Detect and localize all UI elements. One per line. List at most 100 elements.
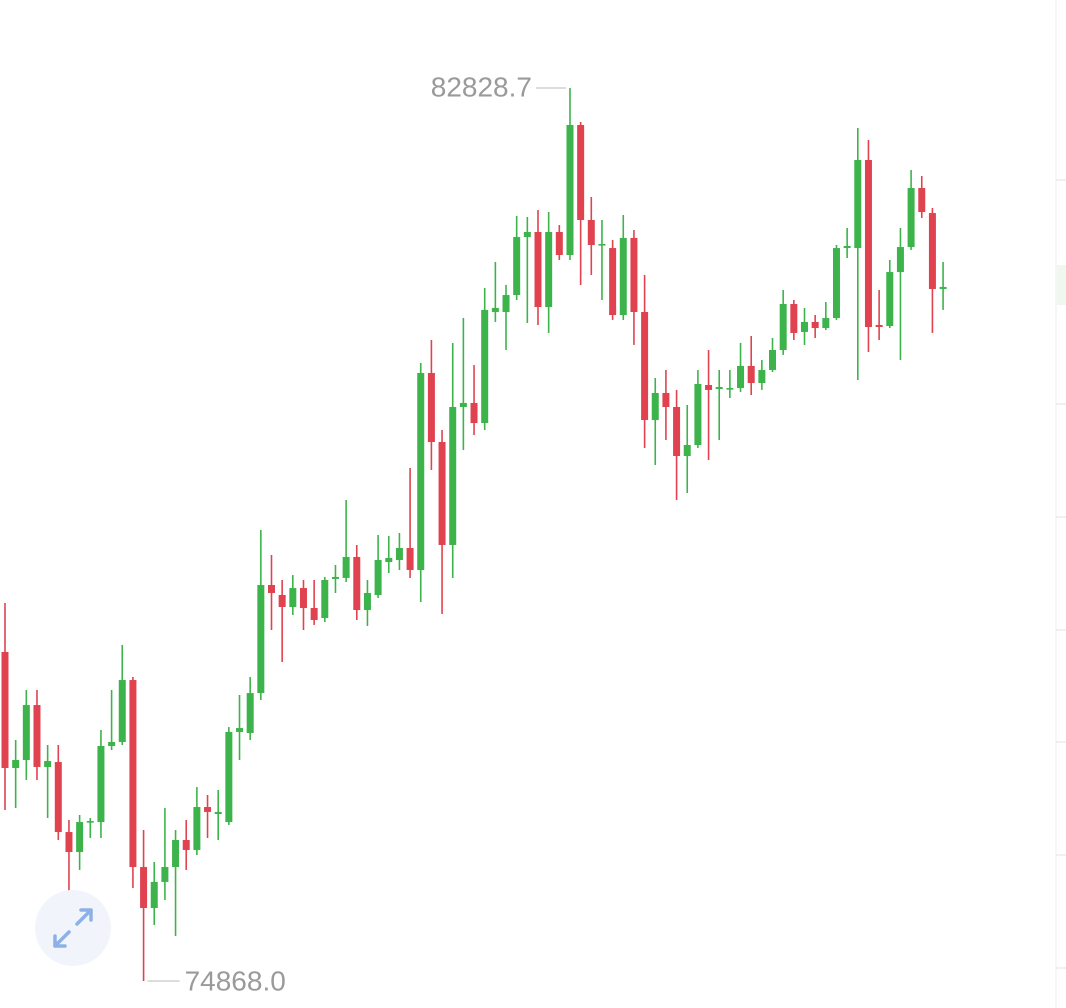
candle-body — [363, 592, 371, 611]
candle-body — [470, 402, 478, 424]
edge-ticks — [1056, 179, 1066, 969]
candle-body — [214, 811, 222, 814]
candle-body — [598, 244, 606, 246]
candle-body — [140, 867, 148, 908]
candle-body — [65, 832, 73, 852]
candle-body — [864, 159, 872, 328]
annotation-label: 74868.0 — [185, 965, 286, 996]
candle-body — [875, 324, 883, 328]
candle-body — [630, 237, 638, 312]
candle-body — [651, 392, 659, 421]
candle-body — [481, 309, 489, 424]
candle-body — [779, 304, 787, 351]
candle-body — [790, 304, 798, 333]
expand-arrow[interactable] — [53, 930, 71, 948]
candle-body — [459, 402, 467, 407]
candle-body — [577, 124, 585, 220]
candle-body — [417, 373, 425, 570]
candle-body — [182, 839, 190, 850]
candle-body — [161, 867, 169, 882]
candle-body — [609, 248, 617, 316]
candle-body — [427, 373, 435, 442]
candle-body — [907, 188, 915, 248]
candle-body — [683, 445, 691, 457]
candle-body — [715, 387, 723, 390]
candle-body — [374, 560, 382, 596]
edge-marker — [1057, 265, 1066, 305]
candle-body — [33, 705, 41, 767]
right-edge — [1055, 0, 1066, 1008]
candle-body — [44, 761, 52, 767]
expand-arrow[interactable] — [75, 908, 93, 926]
candle-body — [22, 705, 30, 761]
candle-body — [278, 595, 286, 608]
candle-body — [257, 585, 265, 694]
candle-body — [854, 159, 862, 249]
candle-body — [673, 406, 681, 457]
candle-body — [236, 728, 244, 732]
candle-body — [76, 822, 84, 852]
candle-body — [896, 247, 904, 273]
candle-body — [587, 219, 595, 246]
annotation-label: 82828.7 — [431, 71, 532, 102]
candle-body — [737, 365, 745, 389]
candle-body — [491, 307, 499, 312]
candle-body — [566, 124, 574, 255]
candle-body — [193, 807, 201, 850]
candle-body — [342, 556, 350, 578]
candle-body — [555, 232, 563, 255]
candle-body — [726, 388, 734, 390]
candle-body — [758, 369, 766, 383]
candle-body — [928, 213, 936, 289]
candle-body — [246, 693, 254, 733]
candle-body — [12, 760, 20, 768]
candle-body — [801, 321, 808, 332]
candle-body — [97, 745, 105, 823]
candle-body — [449, 406, 457, 545]
candle-body — [513, 237, 521, 296]
expand-icon[interactable] — [53, 908, 93, 948]
candle-body — [385, 557, 393, 563]
candle-body — [811, 321, 819, 329]
candle-body — [289, 588, 297, 608]
candle-body — [918, 188, 926, 213]
candle-body — [54, 762, 62, 833]
candle-body — [694, 383, 702, 446]
candles — [1, 88, 947, 981]
candle-body — [769, 350, 777, 370]
candle-body — [747, 365, 755, 383]
candle-body — [886, 272, 894, 327]
candle-body — [641, 311, 649, 421]
candle-body — [705, 385, 713, 390]
candle-body — [395, 548, 403, 561]
candle-body — [843, 246, 851, 249]
candle-body — [321, 579, 329, 618]
candle-body — [523, 232, 531, 238]
candle-body — [118, 680, 126, 742]
candle-body — [129, 680, 137, 868]
expand-button[interactable] — [35, 890, 111, 966]
candle-body — [534, 232, 542, 308]
candle-body — [204, 807, 212, 812]
candle-body — [268, 585, 275, 593]
candle-body — [438, 441, 446, 545]
candle-body — [331, 576, 339, 579]
candle-body — [225, 731, 233, 823]
candle-body — [545, 232, 553, 308]
candle-body — [172, 839, 180, 868]
candle-body — [406, 548, 414, 570]
candle-body — [86, 821, 94, 823]
candle-body — [832, 248, 840, 319]
candle-body — [108, 741, 116, 746]
candle-body — [310, 608, 318, 621]
candle-body — [822, 318, 830, 329]
candle-body — [150, 881, 158, 908]
candle-body — [939, 286, 947, 289]
candle-body — [299, 588, 307, 609]
candle-body — [662, 392, 670, 407]
candle-body — [502, 295, 510, 312]
candle-body — [619, 237, 627, 316]
expand-button-bg[interactable] — [35, 890, 111, 966]
